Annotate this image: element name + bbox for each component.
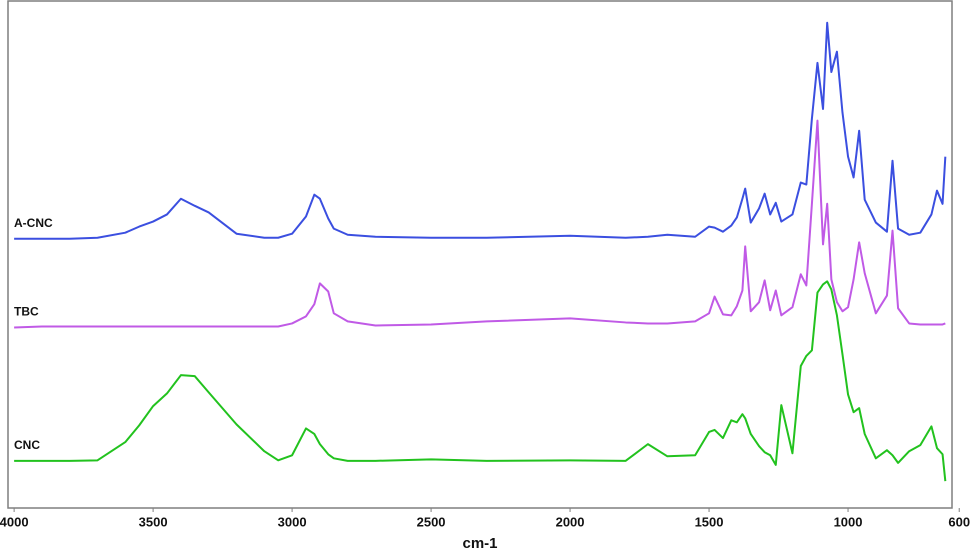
x-tick-label: 1000 [834,514,863,529]
series-label: TBC [14,305,39,319]
x-tick-label: 1500 [695,514,724,529]
x-tick-label: 600 [948,514,970,529]
x-tick-label: 2000 [556,514,585,529]
spectrum-line [14,21,947,240]
series-label: CNC [14,438,40,452]
spectrum-line [14,119,946,329]
x-axis-label: cm-1 [462,535,497,552]
x-tick-label: 3000 [278,514,307,529]
plot-frame [7,0,953,509]
series-label: A-CNC [14,216,53,230]
x-tick-label: 2500 [417,514,446,529]
spectrum-line [14,280,947,482]
x-tick-label: 3500 [139,514,168,529]
x-tick-label: 4000 [0,514,29,529]
